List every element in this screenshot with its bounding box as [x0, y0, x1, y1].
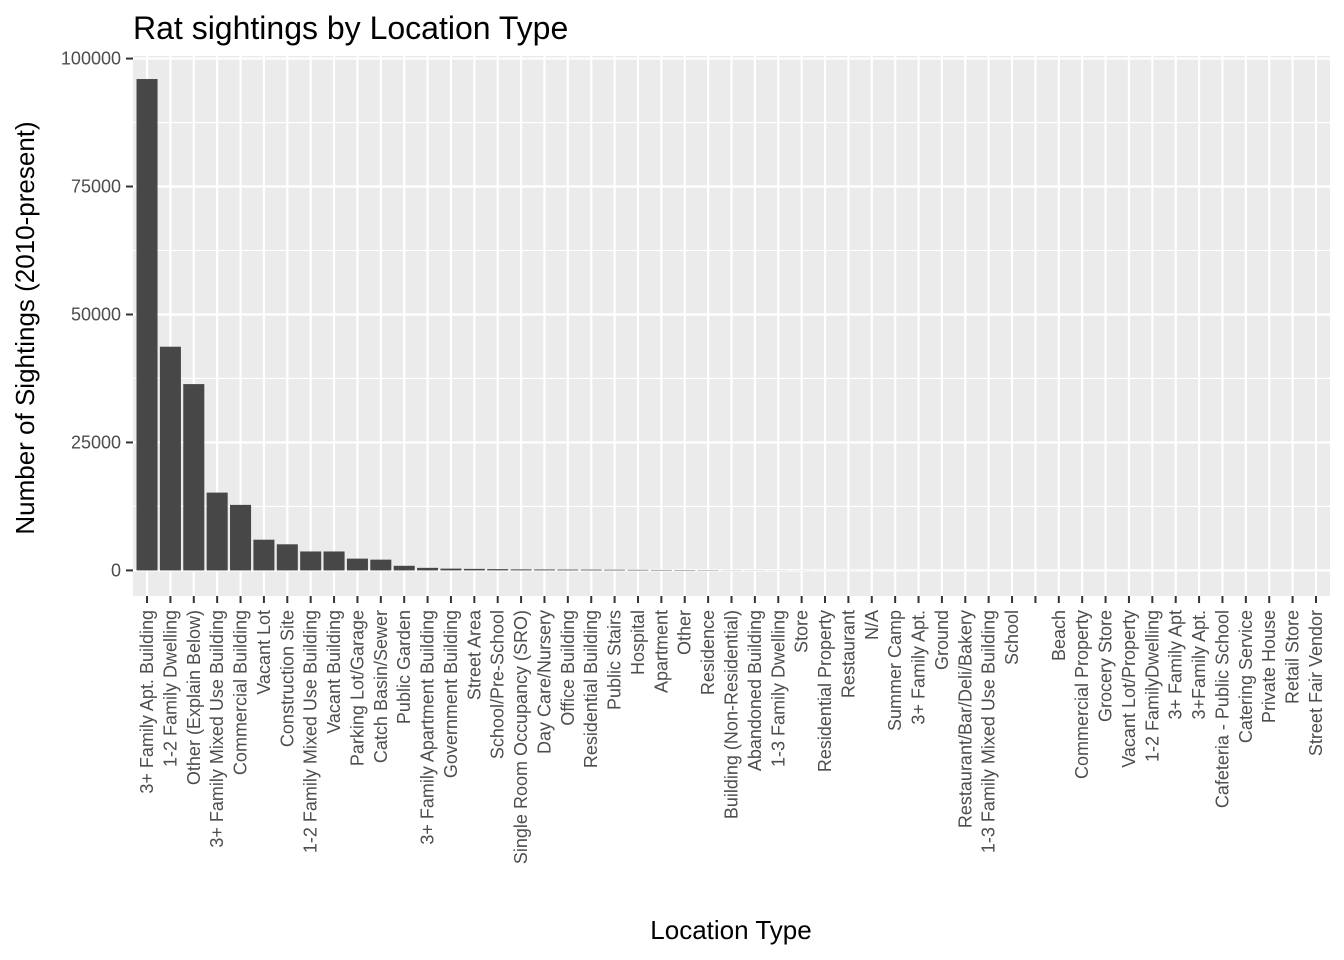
x-tick-label: Vacant Building: [324, 610, 344, 734]
x-tick-label: Residential Building: [581, 610, 601, 768]
x-tick-label: N/A: [862, 610, 882, 640]
x-tick-label: Restaurant/Bar/Deli/Bakery: [955, 610, 975, 828]
x-tick-label: Office Building: [558, 610, 578, 726]
bar: [440, 568, 462, 571]
x-tick-label: 3+ Family Apt. Building: [137, 610, 157, 794]
bar: [370, 559, 392, 571]
bar: [159, 346, 181, 571]
x-tick-label: Commercial Property: [1072, 610, 1092, 779]
bar: [487, 569, 509, 571]
x-tick-label: 1-3 Family Mixed Use Building: [979, 610, 999, 853]
x-tick-label: 1-2 FamilyDwelling: [1142, 610, 1162, 762]
x-tick-label: Abandoned Building: [745, 610, 765, 771]
x-tick-label: Street Fair Vendor: [1306, 610, 1326, 756]
x-tick-label: Retail Store: [1283, 610, 1303, 704]
x-tick-label: Grocery Store: [1096, 610, 1116, 722]
x-tick-label: Residential Property: [815, 610, 835, 772]
x-tick-label: Day Care/Nursery: [534, 610, 554, 754]
bar: [346, 558, 368, 571]
bar: [323, 551, 345, 571]
x-tick-label: Hospital: [628, 610, 648, 675]
x-tick-label: Store: [792, 610, 812, 653]
x-tick-label: Private House: [1259, 610, 1279, 723]
y-axis-title: Number of Sightings (2010-present): [10, 121, 40, 534]
x-tick-label: 3+ Family Apt.: [909, 610, 929, 725]
x-tick-label: Residence: [698, 610, 718, 695]
bar: [510, 569, 532, 571]
x-tick-label: Catch Basin/Sewer: [371, 610, 391, 763]
chart-title: Rat sightings by Location Type: [133, 10, 568, 46]
bar: [300, 551, 322, 571]
bar: [417, 567, 439, 571]
x-tick-label: Apartment: [651, 610, 671, 693]
x-tick-label: Public Stairs: [605, 610, 625, 710]
bar: [206, 492, 228, 571]
bar: [580, 569, 602, 571]
x-tick-label: Government Building: [441, 610, 461, 778]
y-axis: 0 25000 50000 75000 100000: [61, 49, 133, 580]
x-tick-label: 3+Family Apt.: [1189, 610, 1209, 720]
x-tick-label: School: [1002, 610, 1022, 665]
bar: [533, 569, 555, 571]
x-tick-label: 3+ Family Mixed Use Building: [207, 610, 227, 848]
x-tick-label: Beach: [1049, 610, 1069, 661]
y-tick-label: 75000: [71, 177, 121, 197]
bar: [276, 544, 298, 571]
y-tick-label: 100000: [61, 49, 121, 69]
bar: [627, 569, 649, 571]
x-tick-label: Commercial Building: [231, 610, 251, 775]
bar: [183, 384, 205, 571]
x-tick-label: 3+ Family Apartment Building: [418, 610, 438, 845]
x-tick-label: 3+ Family Apt: [1166, 610, 1186, 720]
bar: [463, 568, 485, 571]
x-tick-label: Street Area: [464, 609, 484, 700]
bar: [230, 504, 252, 571]
x-tick-label: Construction Site: [277, 610, 297, 747]
bar: [393, 565, 415, 571]
x-tick-label: Catering Service: [1236, 610, 1256, 743]
x-axis: 3+ Family Apt. Building 1-2 Family Dwelli…: [137, 596, 1326, 864]
x-tick-label: Single Room Occupancy (SRO): [511, 610, 531, 864]
x-tick-label: Public Garden: [394, 610, 414, 724]
x-tick-label: School/Pre-School: [488, 610, 508, 759]
y-tick-label: 25000: [71, 432, 121, 452]
x-tick-label: Cafeteria - Public School: [1212, 610, 1232, 808]
x-axis-title: Location Type: [650, 915, 811, 945]
x-tick-label: Vacant Lot: [254, 610, 274, 695]
x-tick-label: Vacant Lot/Property: [1119, 610, 1139, 768]
bar: [253, 539, 275, 571]
x-tick-label: Building (Non-Residential): [722, 610, 742, 819]
bar: [136, 79, 158, 571]
x-tick-label: 1-2 Family Dwelling: [160, 610, 180, 767]
x-tick-label: Parking Lot/Garage: [347, 610, 367, 766]
x-tick-label: 1-2 Family Mixed Use Building: [301, 610, 321, 853]
y-tick-label: 50000: [71, 304, 121, 324]
x-tick-label: 1-3 Family Dwelling: [768, 610, 788, 767]
x-tick-label: Other: [675, 610, 695, 655]
bar: [557, 569, 579, 571]
x-tick-label: Ground: [932, 610, 952, 670]
x-tick-label: Summer Camp: [885, 610, 905, 731]
bars: [136, 79, 1327, 571]
y-tick-label: 0: [111, 560, 121, 580]
bar: [604, 569, 626, 571]
x-tick-label: Restaurant: [838, 610, 858, 698]
x-tick-label: Other (Explain Below): [184, 610, 204, 785]
